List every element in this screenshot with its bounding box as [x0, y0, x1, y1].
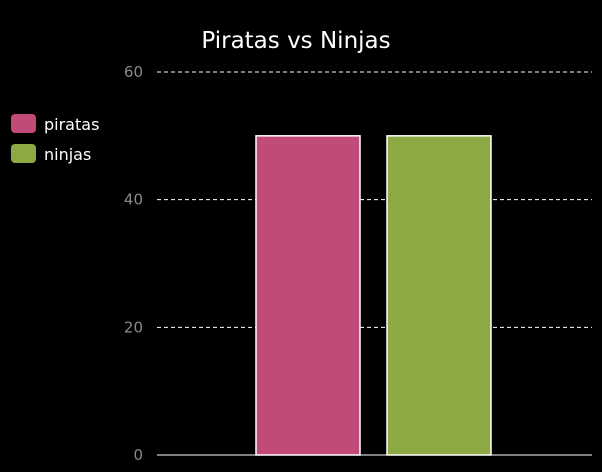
y-tick-label: 0: [133, 446, 143, 464]
bar-ninjas: [386, 135, 492, 456]
y-tick-label: 40: [124, 191, 143, 209]
bar-piratas: [255, 135, 361, 456]
chart-title: Piratas vs Ninjas: [201, 28, 390, 54]
legend: piratas ninjas: [11, 114, 99, 164]
grid-layer: [157, 71, 592, 328]
y-tick-label: 20: [124, 318, 143, 336]
bars-layer: [255, 135, 492, 456]
legend-label-piratas: piratas: [44, 115, 99, 134]
legend-label-ninjas: ninjas: [44, 145, 91, 164]
axis-layer: 0 20 40 60: [124, 63, 592, 464]
y-tick-label: 60: [124, 63, 143, 81]
legend-swatch-ninjas: [11, 144, 36, 163]
legend-swatch-piratas: [11, 114, 36, 133]
